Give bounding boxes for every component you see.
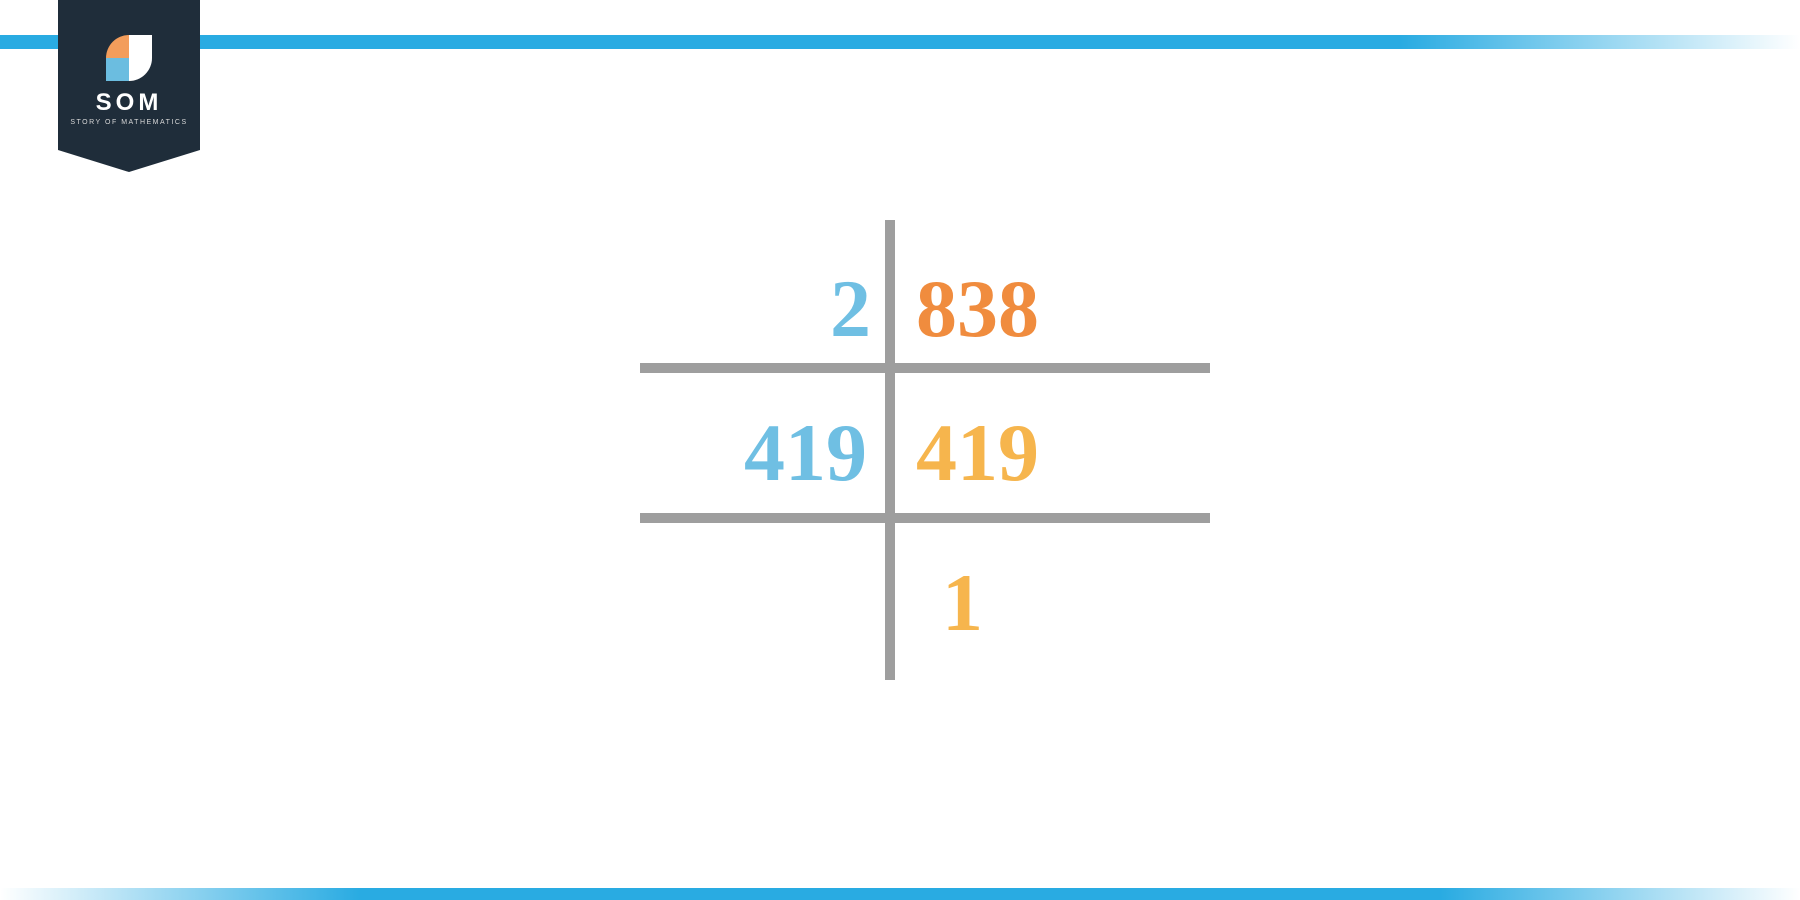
top-bar-segment-mid bbox=[200, 35, 1400, 49]
cell-r1_right: 838 bbox=[916, 268, 1116, 350]
diagram-horizontal-line-1 bbox=[640, 363, 1210, 373]
logo-quadrant-tr bbox=[129, 35, 152, 58]
brand-badge: SOM STORY OF MATHEMATICS bbox=[58, 0, 200, 170]
logo-icon bbox=[106, 35, 152, 81]
badge-ribbon-notch bbox=[58, 150, 200, 172]
top-accent-bar bbox=[0, 35, 1800, 49]
logo-subtitle: STORY OF MATHEMATICS bbox=[70, 119, 187, 126]
logo-title: SOM bbox=[96, 89, 163, 117]
top-bar-segment-right bbox=[1400, 35, 1800, 49]
diagram-horizontal-line-2 bbox=[640, 513, 1210, 523]
cell-r3_right: 1 bbox=[942, 562, 1022, 644]
top-bar-segment-left bbox=[0, 35, 58, 49]
bottom-accent-bar bbox=[0, 888, 1800, 900]
cell-r2_left: 419 bbox=[707, 412, 867, 494]
logo-quadrant-bl bbox=[106, 58, 129, 81]
logo-quadrant-br bbox=[129, 58, 152, 81]
logo-quadrant-tl bbox=[106, 35, 129, 58]
factor-ladder-diagram: 2 838 419 419 1 bbox=[550, 220, 1250, 680]
cell-r1_left: 2 bbox=[811, 268, 871, 350]
badge-body: SOM STORY OF MATHEMATICS bbox=[58, 0, 200, 150]
diagram-vertical-line bbox=[885, 220, 895, 680]
cell-r2_right: 419 bbox=[916, 412, 1116, 494]
